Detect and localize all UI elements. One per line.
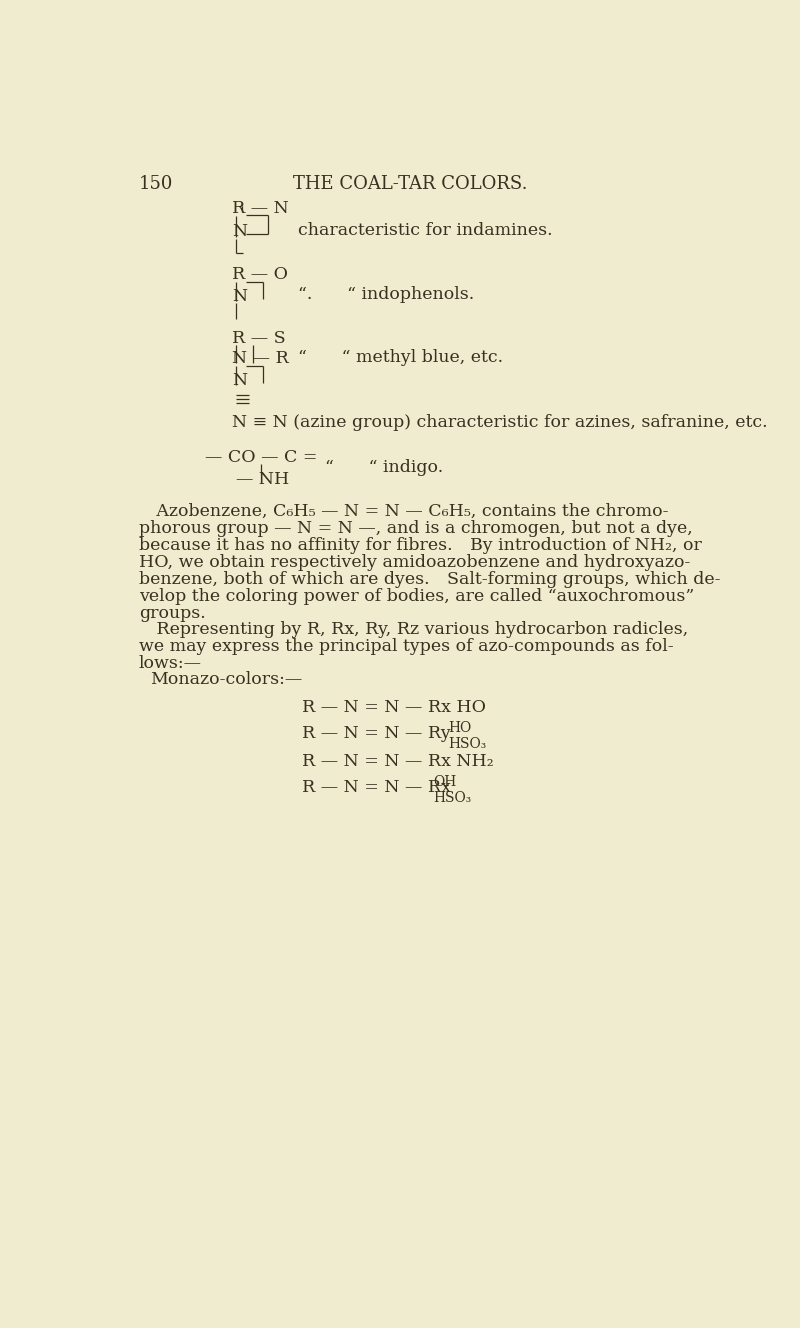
Text: 150: 150 <box>138 174 173 193</box>
Text: R — N = N — Rx NH₂: R — N = N — Rx NH₂ <box>302 753 493 770</box>
Text: phorous group — N = N —, and is a chromogen, but not a dye,: phorous group — N = N —, and is a chromo… <box>138 519 693 537</box>
Text: — NH: — NH <box>236 471 289 489</box>
Text: OH: OH <box>434 776 457 789</box>
Text: “  “ indigo.: “ “ indigo. <box>325 459 443 475</box>
Text: N: N <box>232 372 247 389</box>
Text: Azobenzene, C₆H₅ — N = N — C₆H₅, contains the chromo-: Azobenzene, C₆H₅ — N = N — C₆H₅, contain… <box>138 503 668 519</box>
Text: “.  “ indophenols.: “. “ indophenols. <box>298 286 474 303</box>
Text: R — S: R — S <box>232 329 286 347</box>
Text: N — R: N — R <box>232 351 289 368</box>
Text: benzene, both of which are dyes. Salt-forming groups, which de-: benzene, both of which are dyes. Salt-fo… <box>138 571 720 587</box>
Text: groups.: groups. <box>138 604 206 622</box>
Text: R — N = N — Rx HO: R — N = N — Rx HO <box>302 700 486 716</box>
Text: R — N = N — Rx: R — N = N — Rx <box>302 780 450 797</box>
Text: THE COAL-TAR COLORS.: THE COAL-TAR COLORS. <box>293 174 527 193</box>
Text: HO: HO <box>449 721 472 736</box>
Text: characteristic for indamines.: characteristic for indamines. <box>298 222 552 239</box>
Text: R — N: R — N <box>232 201 289 218</box>
Text: “  “ methyl blue, etc.: “ “ methyl blue, etc. <box>298 349 502 367</box>
Text: R — O: R — O <box>232 267 288 283</box>
Text: HSO₃: HSO₃ <box>449 737 487 750</box>
Text: N: N <box>232 223 247 240</box>
Text: HO, we obtain respectively amidoazobenzene and hydroxyazo-: HO, we obtain respectively amidoazobenze… <box>138 554 690 571</box>
Text: R — N = N — Ry: R — N = N — Ry <box>302 725 450 742</box>
Text: lows:—: lows:— <box>138 655 202 672</box>
Text: N: N <box>232 288 247 305</box>
Text: we may express the principal types of azo-compounds as fol-: we may express the principal types of az… <box>138 639 674 656</box>
Text: Monazo-colors:—: Monazo-colors:— <box>150 671 302 688</box>
Text: velop the coloring power of bodies, are called “auxochromous”: velop the coloring power of bodies, are … <box>138 587 694 604</box>
Text: HSO₃: HSO₃ <box>434 790 471 805</box>
Text: N ≡ N (azine group) characteristic for azines, safranine, etc.: N ≡ N (azine group) characteristic for a… <box>232 414 767 432</box>
Text: because it has no affinity for fibres. By introduction of NH₂, or: because it has no affinity for fibres. B… <box>138 537 702 554</box>
Text: — CO — C =: — CO — C = <box>205 449 317 466</box>
Text: Representing by R, Rx, Ry, Rz various hydrocarbon radicles,: Representing by R, Rx, Ry, Rz various hy… <box>138 622 688 639</box>
